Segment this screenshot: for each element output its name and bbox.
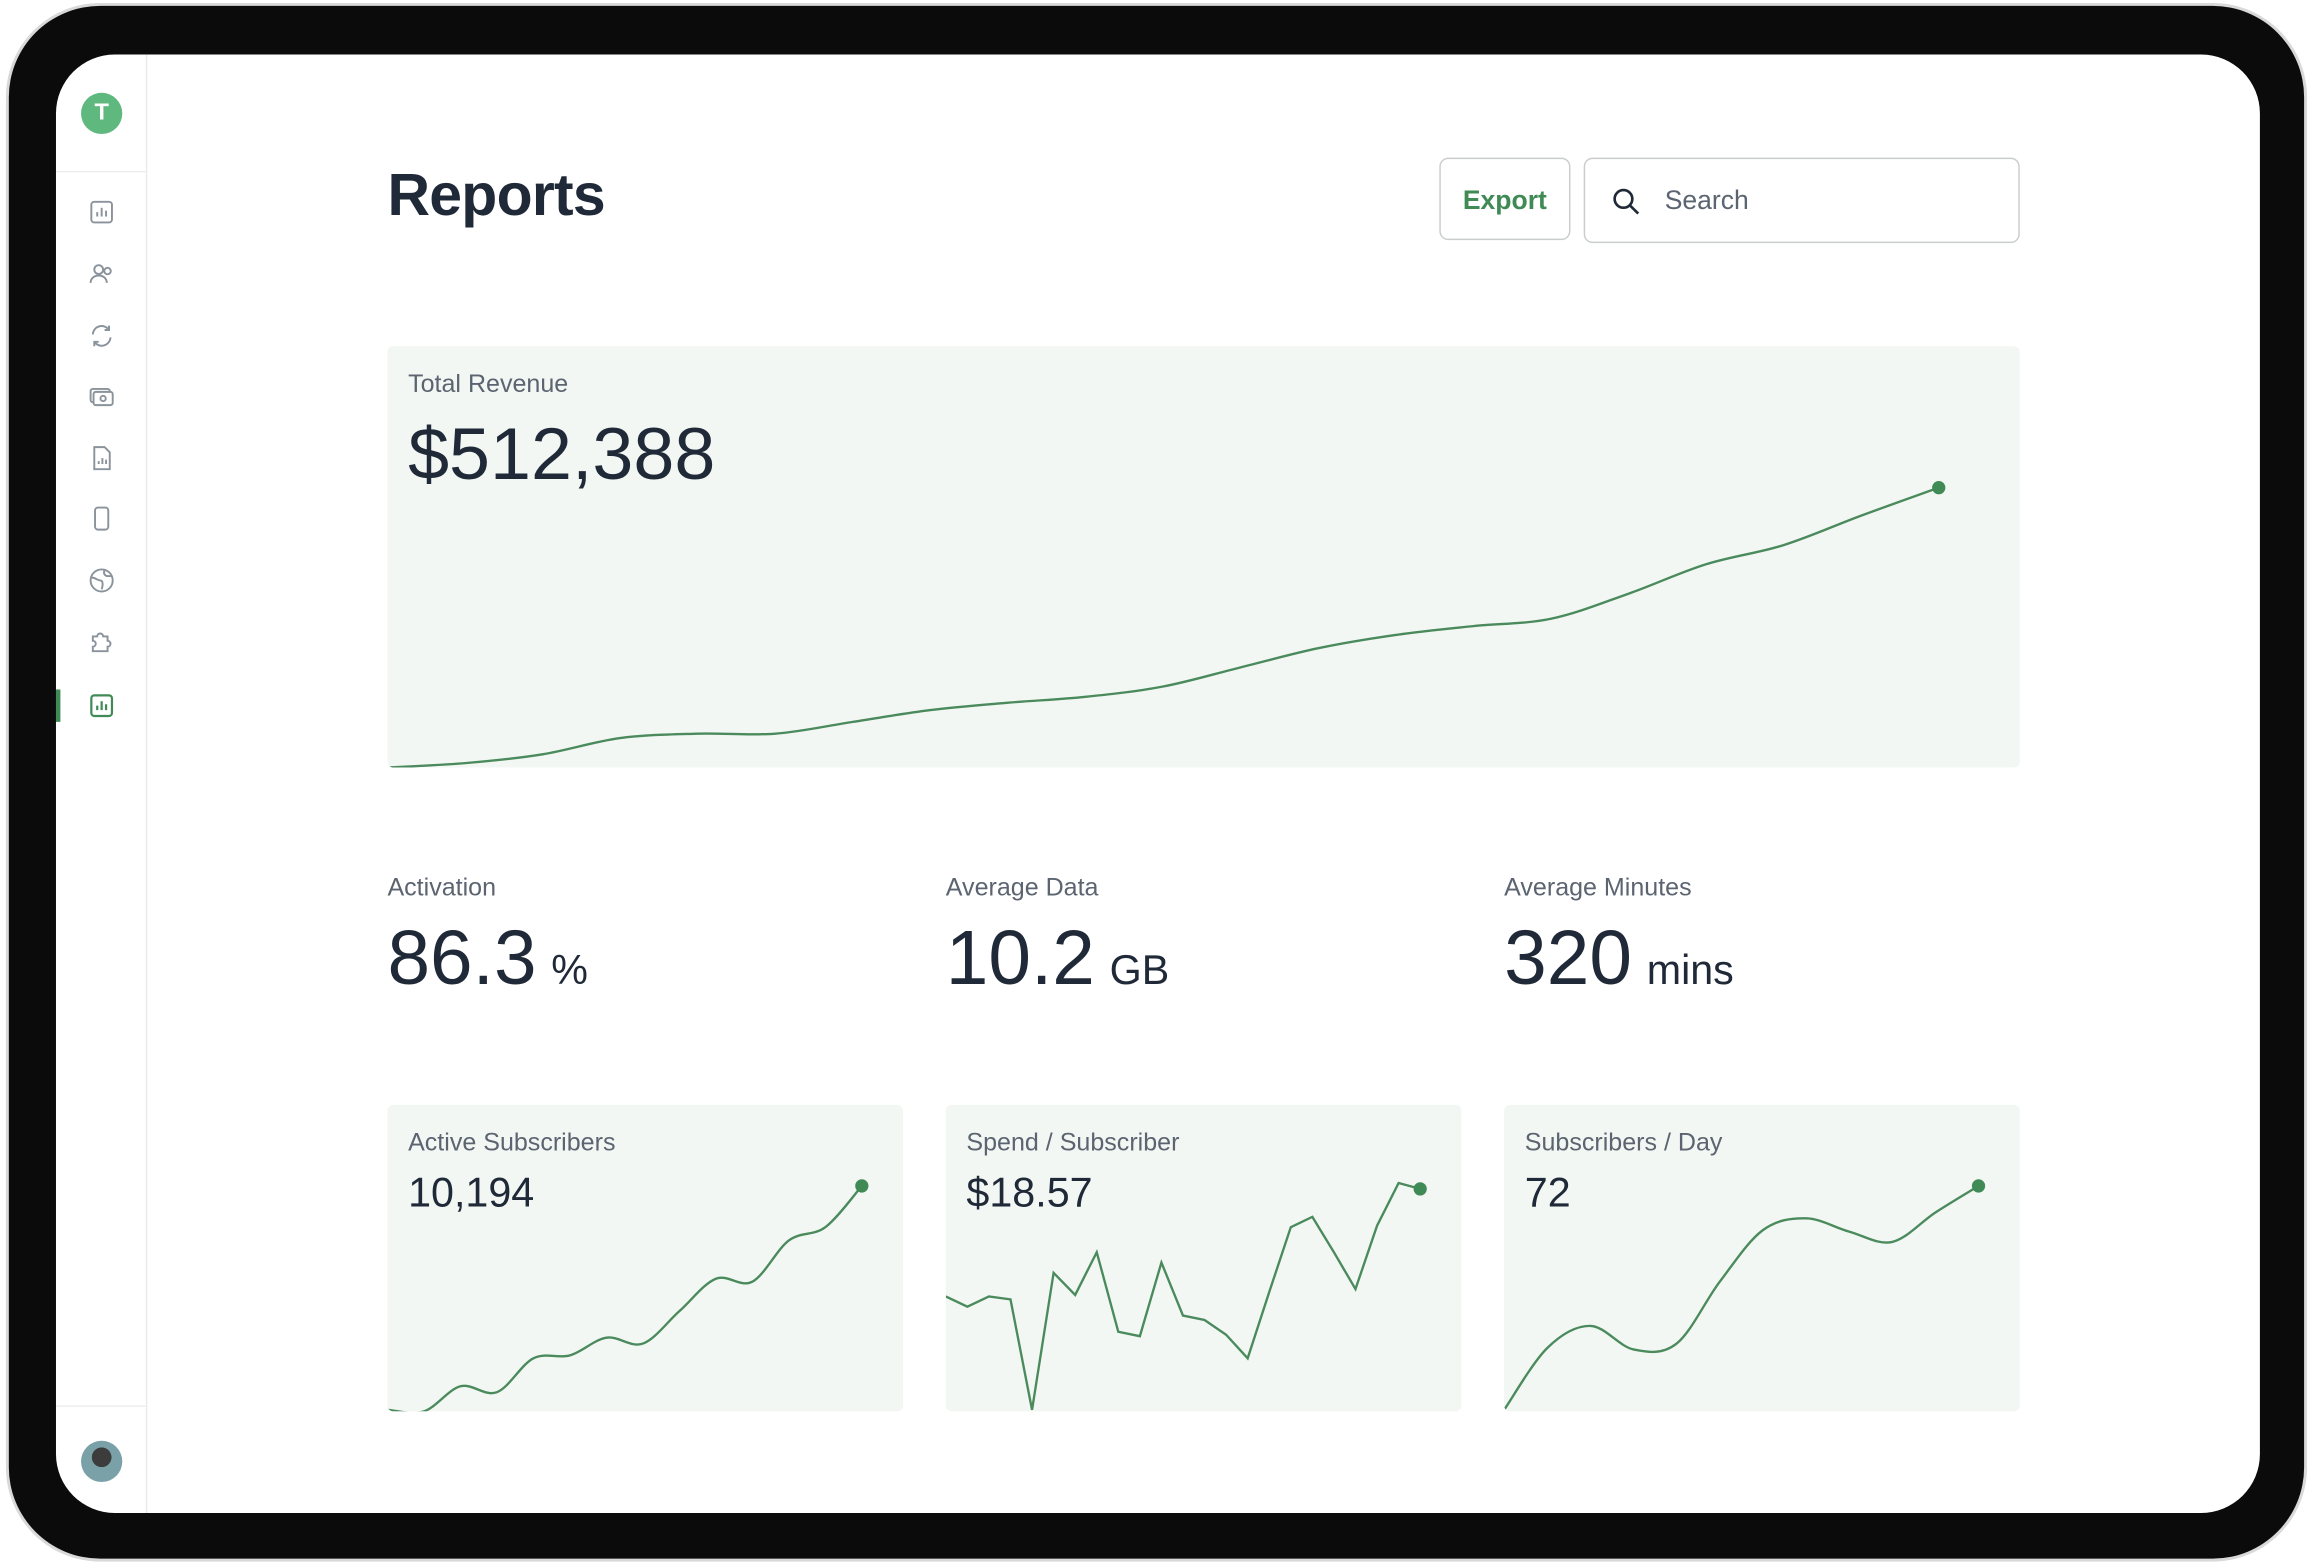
card-value: $18.57 [966,1169,1093,1216]
card-value: 10,194 [408,1169,535,1216]
stat-label: Activation [387,873,497,902]
card-value: $512,388 [408,412,716,495]
trend-line [945,1181,1421,1411]
nav-reports[interactable] [88,692,115,719]
trend-line [1504,1184,1980,1411]
nav-integrations[interactable] [88,628,115,655]
stat-value-row: 86.3% [387,915,588,1003]
stat-value: 10.2 [945,916,1095,1002]
stat-value-row: 320 mins [1504,915,1734,1003]
trend-line [387,1185,863,1412]
export-button[interactable]: Export [1439,157,1571,241]
stat: Activation 86.3% [387,874,588,1004]
trend-end-dot [855,1179,869,1193]
revenue-chart [387,481,1946,768]
stat-unit: GB [1109,947,1170,993]
search-placeholder: Search [1664,185,1749,216]
search-box[interactable]: Search [1583,157,2020,244]
metric-card: Active Subscribers 10,194 [387,1104,904,1412]
nav-billing[interactable] [88,383,115,410]
card-label: Spend / Subscriber [966,1128,1180,1157]
stat-value: 86.3 [387,916,537,1002]
sparkline-chart [945,1181,1427,1411]
stat-value: 320 [1504,916,1632,1002]
metric-card: Spend / Subscriber $18.57 [945,1104,1462,1412]
logo[interactable]: T [81,92,123,135]
search-icon [1613,188,1640,215]
stat: Average Minutes 320 mins [1504,874,1734,1004]
sidebar: T [55,54,148,1513]
stat-label: Average Minutes [1504,873,1692,902]
revenue-card: Total Revenue $512,388 [387,346,2020,768]
nav-documents[interactable] [88,445,115,472]
sparkline-chart [1504,1179,1986,1411]
trend-end-dot [1932,481,1946,495]
nav-dashboard[interactable] [88,199,115,226]
device-frame: T Reports Export Searc [8,5,2305,1559]
nav-users[interactable] [88,261,115,288]
card-label: Total Revenue [408,369,569,398]
user-avatar[interactable] [81,1440,123,1483]
trend-line [387,486,1940,768]
stat: Average Data 10.2 GB [946,874,1169,1004]
trend-end-dot [1413,1182,1427,1196]
stat-label: Average Data [945,873,1099,902]
stat-unit: % [551,947,588,993]
page-title: Reports [387,163,605,229]
screen: T Reports Export Searc [55,54,2260,1513]
card-value: 72 [1524,1169,1571,1216]
sparkline-chart [387,1179,869,1412]
trend-end-dot [1971,1179,1986,1193]
stat-value-row: 10.2 GB [946,915,1169,1003]
nav-devices[interactable] [88,505,115,532]
active-indicator [55,689,61,722]
separator [55,1405,146,1407]
separator [55,170,146,173]
stat-unit: mins [1646,947,1734,993]
card-label: Subscribers / Day [1524,1128,1723,1157]
metric-card: Subscribers / Day 72 [1504,1104,2020,1412]
nav-global[interactable] [88,567,115,594]
card-label: Active Subscribers [408,1128,616,1157]
nav-sync[interactable] [88,323,115,350]
